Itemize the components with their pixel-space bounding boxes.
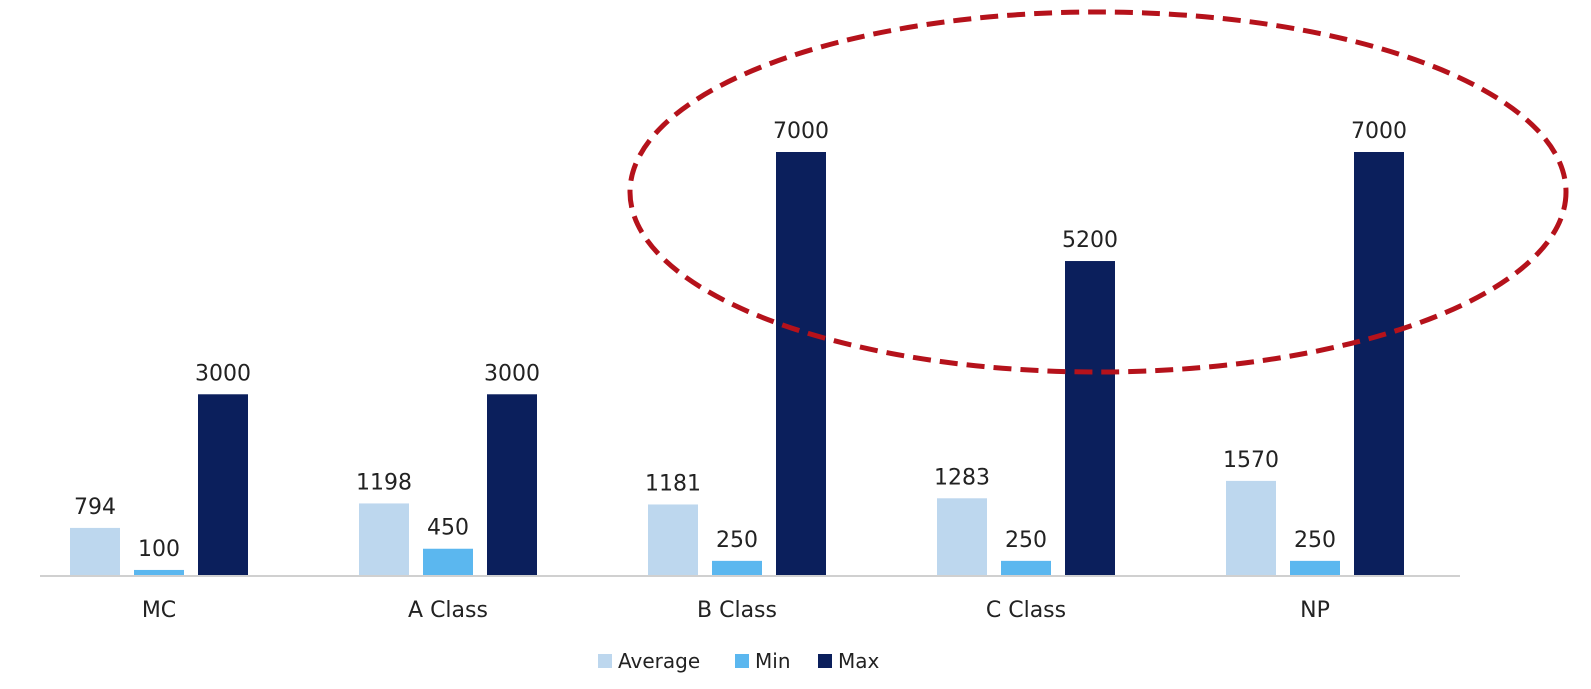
value-label: 7000 xyxy=(1351,119,1407,144)
category-label: NP xyxy=(1300,598,1330,623)
value-label: 1570 xyxy=(1223,448,1279,473)
bar-min-b-class xyxy=(712,560,762,576)
value-label: 1181 xyxy=(645,471,701,496)
bars xyxy=(70,152,1404,576)
bar-average-b-class xyxy=(648,504,698,576)
legend-swatch-min xyxy=(735,654,749,668)
bar-max-mc xyxy=(198,394,248,576)
value-label: 250 xyxy=(1005,528,1047,553)
value-label: 5200 xyxy=(1062,228,1118,253)
value-label: 1283 xyxy=(934,465,990,490)
bar-min-np xyxy=(1290,560,1340,576)
category-label: B Class xyxy=(697,598,777,623)
value-label: 794 xyxy=(74,495,116,520)
bar-average-c-class xyxy=(937,498,987,576)
category-label: A Class xyxy=(408,598,488,623)
legend: Average Min Max xyxy=(598,649,880,673)
bar-average-mc xyxy=(70,527,120,576)
bar-max-b-class xyxy=(776,152,826,576)
value-label: 250 xyxy=(716,528,758,553)
value-label: 3000 xyxy=(195,361,251,386)
bar-max-c-class xyxy=(1065,261,1115,576)
bar-max-a-class xyxy=(487,394,537,576)
legend-swatch-max xyxy=(818,654,832,668)
bar-max-np xyxy=(1354,152,1404,576)
bar-min-a-class xyxy=(423,548,473,576)
bar-average-a-class xyxy=(359,503,409,576)
value-label: 250 xyxy=(1294,528,1336,553)
value-label: 100 xyxy=(138,537,180,562)
value-label: 7000 xyxy=(773,119,829,144)
value-label: 3000 xyxy=(484,361,540,386)
legend-label-average: Average xyxy=(618,649,700,673)
category-labels: MC A Class B Class C Class NP xyxy=(142,598,1330,623)
value-labels: 794 100 3000 1198 450 3000 1181 250 7000 1283 250 5… xyxy=(74,119,1407,562)
bar-average-np xyxy=(1226,480,1276,576)
highlight-ellipse xyxy=(627,9,1569,375)
legend-swatch-average xyxy=(598,654,612,668)
legend-label-min: Min xyxy=(755,649,791,673)
legend-label-max: Max xyxy=(838,649,880,673)
bar-min-mc xyxy=(134,569,184,576)
value-label: 1198 xyxy=(356,470,412,495)
category-label: MC xyxy=(142,598,176,623)
category-label: C Class xyxy=(986,598,1066,623)
value-label: 450 xyxy=(427,516,469,541)
bar-min-c-class xyxy=(1001,560,1051,576)
